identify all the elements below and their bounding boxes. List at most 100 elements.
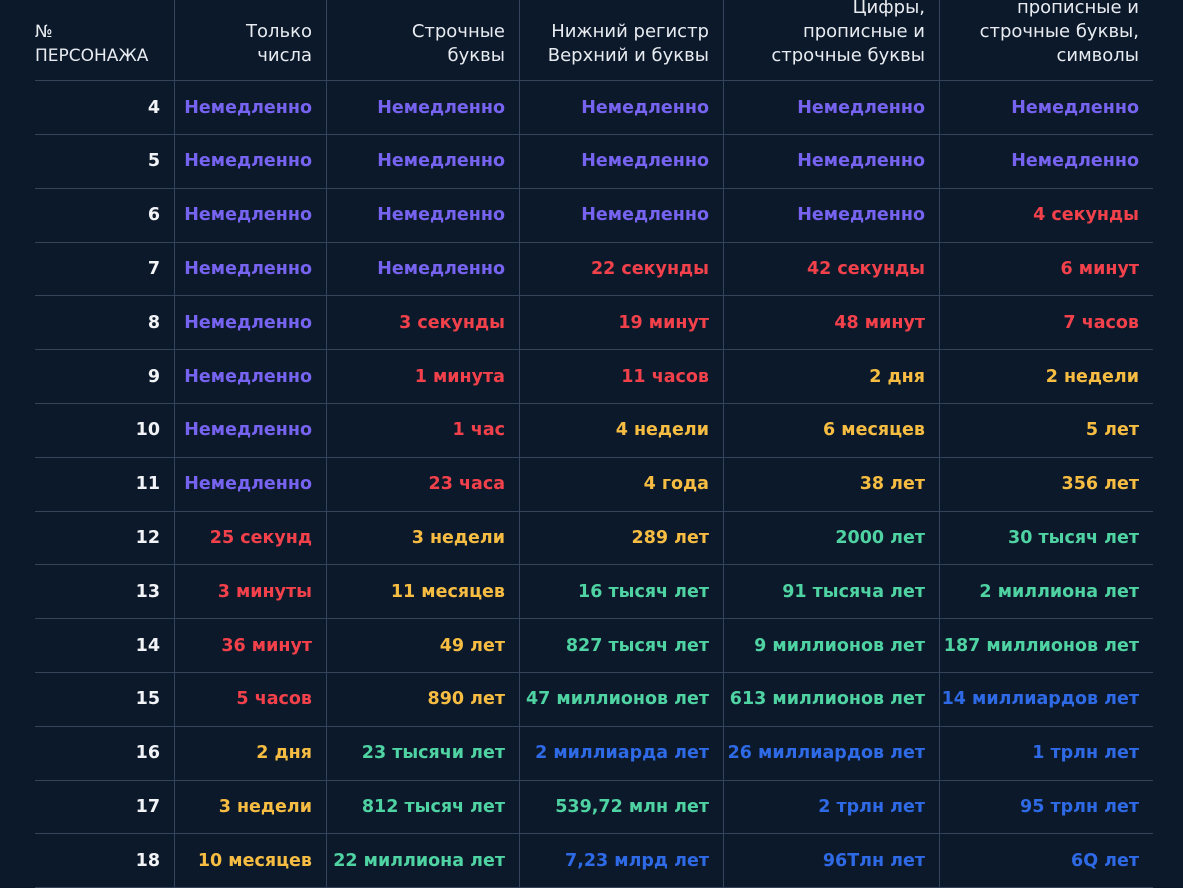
crack-time-cell: 9 миллионов лет bbox=[723, 619, 939, 672]
table-row: 8 Немедленно 3 секунды 19 минут 48 минут 7 ча… bbox=[35, 296, 1153, 351]
character-count-cell: 14 bbox=[135, 635, 160, 656]
header-line: Верхний и буквы bbox=[547, 45, 709, 66]
crack-time-cell: Немедленно bbox=[723, 81, 939, 134]
crack-time-cell: 36 минут bbox=[174, 619, 326, 672]
character-count-cell: 17 bbox=[135, 796, 160, 817]
crack-time-cell: 4 секунды bbox=[939, 188, 1153, 242]
character-count-cell: 12 bbox=[135, 527, 160, 548]
header-lowercase: Строчные буквы bbox=[326, 0, 519, 80]
crack-time-cell: Немедленно bbox=[174, 403, 326, 457]
crack-time-cell: Немедленно bbox=[174, 350, 326, 403]
crack-time-cell: Немедленно bbox=[519, 188, 723, 242]
crack-time-cell: 19 минут bbox=[519, 296, 723, 350]
table-row: 12 25 секунд 3 недели 289 лет 2000 лет 30 тыс… bbox=[35, 511, 1153, 566]
crack-time-cell: 6 месяцев bbox=[723, 403, 939, 457]
crack-time-cell: Немедленно bbox=[326, 242, 519, 296]
table-row: 6 Немедленно Немедленно Немедленно Немедленн… bbox=[35, 188, 1153, 243]
crack-time-cell: 49 лет bbox=[326, 619, 519, 672]
crack-time-cell: 2 миллиона лет bbox=[939, 565, 1153, 619]
crack-time-cell: 356 лет bbox=[939, 457, 1153, 511]
header-character-count: № ПЕРСОНАЖА bbox=[35, 0, 174, 80]
crack-time-cell: 22 миллиона лет bbox=[326, 834, 519, 888]
crack-time-cell: 1 час bbox=[326, 403, 519, 457]
header-upper-lower: Нижний регистр Верхний и буквы bbox=[519, 0, 723, 80]
crack-time-cell: 539,72 млн лет bbox=[519, 780, 723, 834]
header-line: буквы bbox=[447, 45, 505, 66]
crack-time-cell: 2 миллиарда лет bbox=[519, 726, 723, 780]
crack-time-cell: Немедленно bbox=[939, 81, 1153, 134]
crack-time-cell: Немедленно bbox=[326, 188, 519, 242]
crack-time-cell: 3 минуты bbox=[174, 565, 326, 619]
table-row: 15 5 часов 890 лет 47 миллионов лет 613 милл… bbox=[35, 672, 1153, 727]
header-digits-upper-lower: Цифры, прописные и строчные буквы bbox=[723, 0, 939, 80]
crack-time-cell: 5 лет bbox=[939, 403, 1153, 457]
character-count-cell: 15 bbox=[135, 689, 160, 710]
crack-time-cell: 11 месяцев bbox=[326, 565, 519, 619]
character-count-cell: 11 bbox=[135, 474, 160, 495]
crack-time-cell: 890 лет bbox=[326, 672, 519, 726]
crack-time-cell: 3 недели bbox=[174, 780, 326, 834]
crack-time-cell: 4 года bbox=[519, 457, 723, 511]
crack-time-cell: Немедленно bbox=[519, 134, 723, 188]
crack-time-cell: 26 миллиардов лет bbox=[723, 726, 939, 780]
header-line: прописные и bbox=[802, 21, 925, 42]
crack-time-cell: 3 недели bbox=[326, 511, 519, 565]
crack-time-cell: 42 секунды bbox=[723, 242, 939, 296]
crack-time-cell: Немедленно bbox=[174, 81, 326, 134]
header-line: ПЕРСОНАЖА bbox=[35, 46, 149, 66]
character-count-cell: 8 bbox=[147, 312, 160, 333]
header-line: Только bbox=[245, 21, 312, 42]
crack-time-cell: 6Q лет bbox=[939, 834, 1153, 888]
crack-time-cell: 187 миллионов лет bbox=[939, 619, 1153, 672]
character-count-cell: 16 bbox=[135, 743, 160, 764]
crack-time-cell: 11 часов bbox=[519, 350, 723, 403]
header-line: Цифры, bbox=[852, 0, 925, 18]
crack-time-cell: 1 трлн лет bbox=[939, 726, 1153, 780]
crack-time-cell: 5 часов bbox=[174, 672, 326, 726]
crack-time-cell: 91 тысяча лет bbox=[723, 565, 939, 619]
crack-time-cell: 613 миллионов лет bbox=[723, 672, 939, 726]
crack-time-cell: 95 трлн лет bbox=[939, 780, 1153, 834]
table-row: 13 3 минуты 11 месяцев 16 тысяч лет 91 тысяч… bbox=[35, 565, 1153, 620]
table-row: 18 10 месяцев 22 миллиона лет 7,23 млрд лет… bbox=[35, 834, 1153, 888]
character-count-cell: 10 bbox=[135, 420, 160, 441]
crack-time-cell: 48 минут bbox=[723, 296, 939, 350]
crack-time-cell: 2 трлн лет bbox=[723, 780, 939, 834]
header-line: № bbox=[35, 22, 53, 42]
crack-time-cell: Немедленно bbox=[174, 188, 326, 242]
crack-time-cell: 812 тысяч лет bbox=[326, 780, 519, 834]
header-line: Нижний регистр bbox=[551, 21, 709, 42]
character-count-cell: 9 bbox=[147, 366, 160, 387]
header-line: строчные буквы bbox=[771, 45, 925, 66]
crack-time-cell: Немедленно bbox=[723, 188, 939, 242]
table-row: 7 Немедленно Немедленно 22 секунды 42 секунд… bbox=[35, 242, 1153, 297]
character-count-cell: 4 bbox=[147, 97, 160, 118]
crack-time-cell: 827 тысяч лет bbox=[519, 619, 723, 672]
crack-time-cell: 23 часа bbox=[326, 457, 519, 511]
table-row: 9 Немедленно 1 минута 11 часов 2 дня 2 недели bbox=[35, 350, 1153, 404]
character-count-cell: 13 bbox=[135, 581, 160, 602]
character-count-cell: 18 bbox=[135, 850, 160, 871]
crack-time-cell: Немедленно bbox=[174, 134, 326, 188]
table-row: 17 3 недели 812 тысяч лет 539,72 млн лет 2 т… bbox=[35, 780, 1153, 835]
header-all-with-symbols: прописные и строчные буквы, символы bbox=[939, 0, 1153, 80]
crack-time-cell: 16 тысяч лет bbox=[519, 565, 723, 619]
character-count-cell: 7 bbox=[147, 258, 160, 279]
table-row: 10 Немедленно 1 час 4 недели 6 месяцев 5 лет bbox=[35, 403, 1153, 458]
crack-time-cell: 7 часов bbox=[939, 296, 1153, 350]
crack-time-cell: 4 недели bbox=[519, 403, 723, 457]
crack-time-cell: Немедленно bbox=[939, 134, 1153, 188]
crack-time-cell: 38 лет bbox=[723, 457, 939, 511]
crack-time-cell: 7,23 млрд лет bbox=[519, 834, 723, 888]
header-line: числа bbox=[257, 45, 312, 66]
crack-time-cell: 30 тысяч лет bbox=[939, 511, 1153, 565]
crack-time-cell: 3 секунды bbox=[326, 296, 519, 350]
crack-time-cell: 47 миллионов лет bbox=[519, 672, 723, 726]
crack-time-cell: Немедленно bbox=[723, 134, 939, 188]
crack-time-cell: 289 лет bbox=[519, 511, 723, 565]
crack-time-cell: Немедленно bbox=[174, 242, 326, 296]
table-row: 4 Немедленно Немедленно Немедленно Немедленн… bbox=[35, 81, 1153, 135]
crack-time-cell: Немедленно bbox=[174, 457, 326, 511]
crack-time-cell: 10 месяцев bbox=[174, 834, 326, 888]
